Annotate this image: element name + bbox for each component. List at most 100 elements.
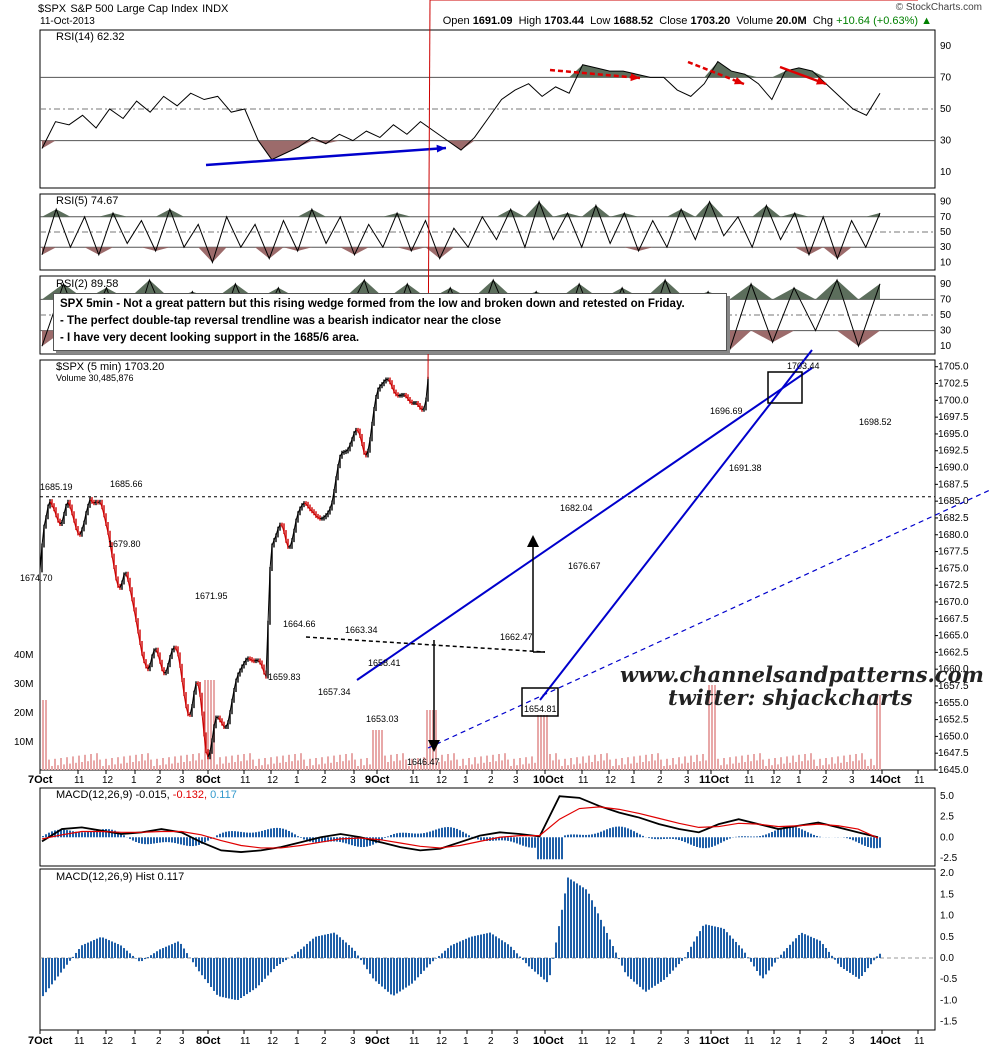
macd-hist-bar [657,837,659,840]
hist-bar [54,957,56,981]
volume-bar [777,764,779,770]
volume-bar [804,754,806,770]
volume-bar [210,680,212,770]
macd-hist-bar [423,833,425,838]
price-segment [125,573,129,580]
volume-bar [315,758,317,770]
macd-hist-bar [57,829,59,838]
macd-hist-bar [534,837,536,848]
volume-bar [783,763,785,770]
hist-bar [621,957,623,966]
x-tick-label: 10Oct [533,1035,564,1047]
x-tick-label: 12 [267,775,279,786]
volume-bar [87,761,89,770]
low-label: Low [590,15,611,27]
macd-hist-bar [639,834,641,838]
price-segment [247,657,251,660]
x-tick-label: 12 [770,775,782,786]
volume-bar [363,765,365,770]
hist-bar [729,935,731,958]
x-tick-label: 12 [436,775,448,786]
hist-bar [813,938,815,958]
volume-bar [510,766,512,770]
open-label: Open [442,15,470,27]
hist-bar [195,957,197,967]
hist-bar [717,927,719,958]
price-y-tick-label: 1675.0 [938,563,969,574]
volume-bar [288,754,290,770]
hist-bar [390,957,392,995]
x-tick-label: 14Oct [870,1035,901,1047]
volume-bar [558,759,560,770]
rsi-red-arrow-1-head [630,73,640,82]
price-segment [141,653,145,662]
volume-bar [570,758,572,770]
price-segment [315,515,319,518]
volume-bar [216,764,218,770]
hist-bar [513,950,515,958]
price-segment [395,393,399,397]
volume-bar [69,763,71,770]
macd-y-tick-label: 5.0 [940,791,954,802]
price-segment [121,574,125,583]
chg-label: Chg [812,15,834,27]
volume-bar [639,755,641,770]
price-data-label: 1691.38 [729,463,762,473]
x-tick-label: 2 [488,775,494,786]
macd-hist-bar [852,837,854,841]
price-segment [57,520,61,525]
volume-bar [345,754,347,770]
volume-bar [132,762,134,770]
volume-bar [591,762,593,770]
macd-hist-bar [153,837,155,844]
volume-bar [660,759,662,770]
macd-hist-bar [93,830,95,838]
volume-bar [111,758,113,770]
volume-bar [264,758,266,770]
volume-bar [99,759,101,770]
macd-hist-bar [513,837,515,843]
macd-hist-bar [345,837,347,844]
macd-hist-bar [63,829,65,838]
price-segment [339,452,343,458]
hist-bar [759,957,761,976]
price-y-tick-label: 1700.0 [938,395,969,406]
macd-hist-bar [624,827,626,838]
hist-bar [774,957,776,963]
price-y-tick-label: 1652.5 [938,715,969,726]
macd-hist-bar [606,829,608,838]
price-segment [47,500,51,507]
price-segment [261,666,265,673]
price-segment [259,662,263,667]
macd-hist-bar [744,836,746,838]
hist-bar [324,934,326,958]
price-segment [61,513,65,523]
volume-bar [309,758,311,770]
rsi-y-tick-label: 90 [940,279,952,290]
hist-bar [90,941,92,958]
hist-bar [384,957,386,990]
hist-bar [576,883,578,958]
hist-bar [564,893,566,958]
macd-hist-bar [858,837,860,844]
macd-hist-bar [96,830,98,838]
hist-bar [585,889,587,958]
price-segment [197,683,201,695]
macd-hist-bar [162,837,164,843]
macd-hist-bar [216,835,218,838]
price-segment [107,532,111,545]
volume-bar [633,756,635,770]
hist-bar [753,957,755,967]
hist-bar [300,949,302,958]
hist-bar [279,957,281,965]
hist-bar [354,950,356,958]
price-segment [323,514,327,518]
macd-hist-bar [729,837,731,839]
hist-bar [540,957,542,977]
volume-bar [417,758,419,770]
macd-hist-bar [540,837,542,860]
high-label: High [518,15,542,27]
macd-hist-bar [90,831,92,838]
volume-bar [201,759,203,770]
volume-bar [336,762,338,770]
